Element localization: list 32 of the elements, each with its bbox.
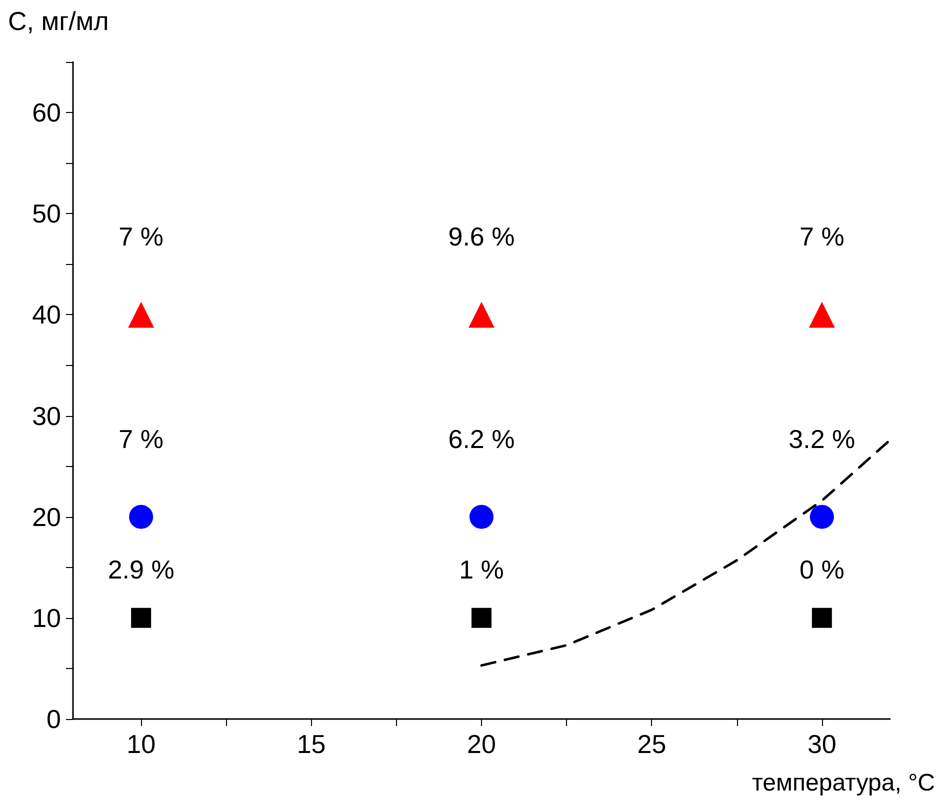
x-tick-label: 15 bbox=[296, 729, 326, 759]
y-tick-label: 40 bbox=[32, 300, 61, 330]
x-tick-label: 25 bbox=[637, 729, 666, 759]
y-tick-label: 30 bbox=[32, 400, 61, 431]
point bbox=[808, 302, 835, 328]
annotation: 7 % bbox=[800, 222, 844, 252]
point bbox=[472, 608, 492, 628]
y-tick-label: 60 bbox=[32, 98, 61, 128]
point bbox=[810, 504, 834, 529]
point bbox=[812, 608, 832, 628]
annotation: 1 % bbox=[459, 554, 504, 584]
y-axis-title: C, мг/мл bbox=[8, 6, 109, 36]
point bbox=[470, 504, 494, 529]
y-tick-label: 0 bbox=[46, 704, 61, 734]
point bbox=[128, 302, 154, 328]
y-tick-label: 50 bbox=[32, 198, 61, 229]
point bbox=[468, 302, 494, 328]
annotation: 9.6 % bbox=[448, 222, 515, 252]
x-tick-label: 20 bbox=[467, 729, 496, 759]
annotation: 7 % bbox=[118, 424, 164, 454]
annotation: 0 % bbox=[800, 554, 844, 584]
annotation: 7 % bbox=[118, 222, 164, 252]
y-tick-label: 10 bbox=[32, 602, 61, 633]
x-axis-title: температура, °C bbox=[752, 770, 936, 796]
x-tick-label: 30 bbox=[807, 729, 836, 759]
annotation: 2.9 % bbox=[108, 554, 174, 584]
x-tick-label: 10 bbox=[126, 729, 156, 759]
point bbox=[129, 504, 154, 529]
annotation: 6.2 % bbox=[448, 424, 515, 454]
y-tick-label: 20 bbox=[32, 502, 61, 532]
point bbox=[131, 608, 152, 628]
annotation: 3.2 % bbox=[788, 424, 856, 454]
